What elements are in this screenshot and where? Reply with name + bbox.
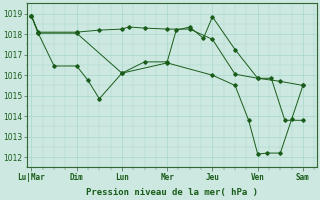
- X-axis label: Pression niveau de la mer( hPa ): Pression niveau de la mer( hPa ): [86, 188, 258, 197]
